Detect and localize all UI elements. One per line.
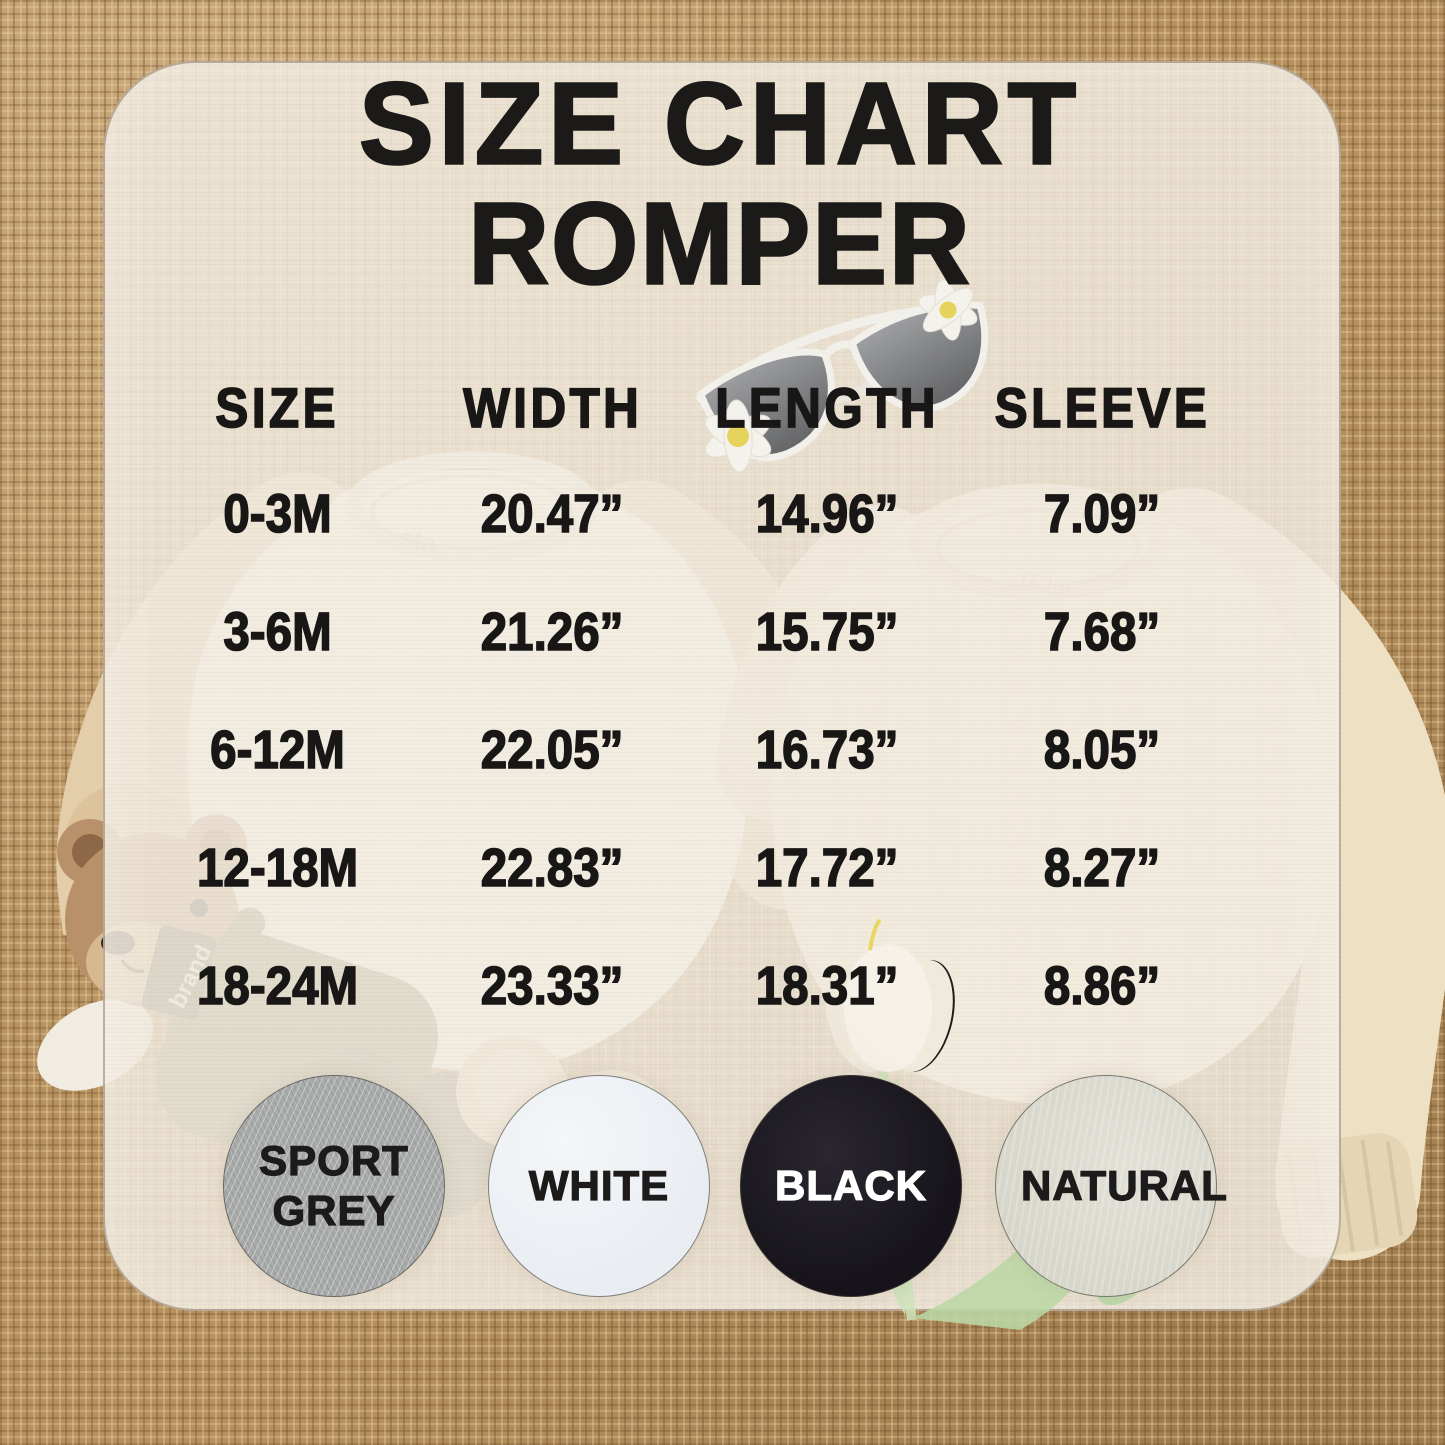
- size-cell: 3-6M: [223, 601, 333, 663]
- width-cell: 23.33”: [480, 955, 624, 1017]
- length-cell: 18.31”: [755, 955, 899, 1017]
- color-swatch-label: SPORT GREY: [259, 1136, 409, 1235]
- sleeve-cell: 7.68”: [1044, 601, 1162, 663]
- page-title-line-1: SIZE CHART: [358, 58, 1081, 189]
- color-swatch-label: BLACK: [774, 1161, 927, 1209]
- column-header-size: SIZE: [215, 375, 340, 440]
- size-cell: 18-24M: [196, 955, 359, 1017]
- color-swatch-label: WHITE: [528, 1161, 670, 1209]
- width-cell: 22.05”: [480, 719, 624, 781]
- length-cell: 17.72”: [755, 837, 899, 899]
- column-header-width: WIDTH: [462, 375, 643, 440]
- size-table: SIZE WIDTH LENGTH SLEEVE 0-3M 20.47” 14.…: [140, 360, 1240, 1045]
- color-swatch-sport-grey: SPORT GREY: [223, 1075, 445, 1297]
- color-swatch-natural: NATURAL: [995, 1075, 1228, 1297]
- width-cell: 22.83”: [480, 837, 624, 899]
- color-swatch-label: NATURAL: [1020, 1161, 1228, 1209]
- color-swatch-white: WHITE: [488, 1075, 710, 1297]
- width-cell: 21.26”: [480, 601, 624, 663]
- page-title-line-2: ROMPER: [467, 178, 972, 309]
- width-cell: 20.47”: [480, 483, 624, 545]
- size-cell: 12-18M: [196, 837, 359, 899]
- length-cell: 16.73”: [755, 719, 899, 781]
- length-cell: 15.75”: [755, 601, 899, 663]
- sleeve-cell: 7.09”: [1044, 483, 1162, 545]
- column-header-length: LENGTH: [715, 375, 940, 440]
- sleeve-cell: 8.86”: [1044, 955, 1162, 1017]
- sleeve-cell: 8.27”: [1044, 837, 1162, 899]
- length-cell: 14.96”: [755, 483, 899, 545]
- sleeve-cell: 8.05”: [1044, 719, 1162, 781]
- column-header-sleeve: SLEEVE: [994, 375, 1211, 440]
- size-cell: 6-12M: [209, 719, 345, 781]
- size-cell: 0-3M: [223, 483, 333, 545]
- color-swatch-black: BLACK: [740, 1075, 962, 1297]
